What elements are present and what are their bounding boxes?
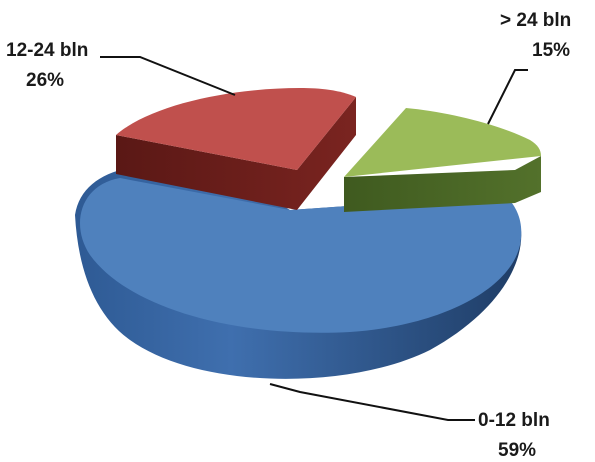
slice-gt-24-bln-top xyxy=(344,108,541,177)
slice-gt-24-bln-side xyxy=(344,156,541,212)
leader-line-12-24-bln xyxy=(100,56,236,96)
leader-line-0-12-bln xyxy=(269,383,475,421)
slice-12-24-bln-side xyxy=(116,97,356,210)
slice-12-24-bln-top xyxy=(116,88,356,170)
label-12-24-bln-name: 12-24 bln xyxy=(6,40,88,61)
leader-line-gt-24-bln xyxy=(487,69,528,125)
slice-0-12-bln-top xyxy=(80,178,522,333)
slice-12-24-bln[interactable] xyxy=(116,88,356,210)
slice-gt-24-bln[interactable] xyxy=(344,108,541,212)
label-gt-24-bln-value: 15% xyxy=(532,40,570,61)
label-0-12-bln-value: 59% xyxy=(498,440,536,461)
slice-0-12-bln[interactable] xyxy=(75,165,522,379)
label-0-12-bln-name: 0-12 bln xyxy=(478,410,550,431)
label-12-24-bln-value: 26% xyxy=(26,70,64,91)
label-gt-24-bln-name: > 24 bln xyxy=(500,10,571,31)
